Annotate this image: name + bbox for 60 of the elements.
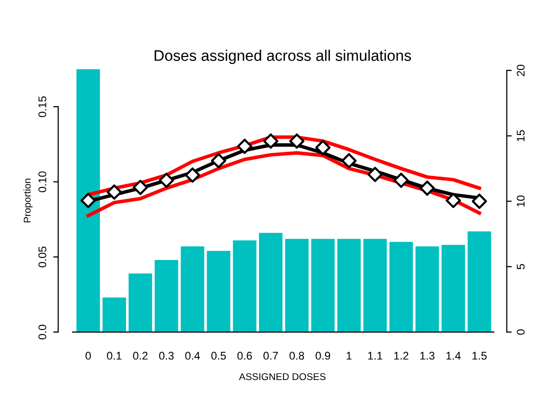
point [80,192,96,208]
point [106,184,122,200]
point [263,133,278,149]
y-tick-label: 0.15 [38,96,46,118]
bar [102,298,126,332]
x-tick-label: 0.4 [185,352,200,360]
y2-tick-label: 10 [516,196,525,207]
y2-tick-label: 0 [516,329,525,335]
y-tick-label: 0.10 [38,171,46,192]
x-tick-label: 1.5 [472,352,487,360]
bar [337,238,361,332]
point [237,138,252,154]
bar [76,69,100,332]
x-tick-label: 0.3 [159,352,174,360]
y-tick-label: 0.0 [38,324,46,340]
x-tick-label: 1.3 [420,352,434,360]
point [472,194,488,209]
point [184,167,200,183]
point [420,180,435,196]
chart-title: Doses assigned across all simulations [154,50,412,64]
x-tick-label: 1 [346,352,352,360]
x-tick-label: 0.5 [211,352,226,360]
point [158,172,174,188]
bar [363,238,387,332]
y2-tick-label: 5 [516,264,525,270]
point [341,153,357,168]
bar [468,231,492,332]
bar [389,242,413,332]
point [315,140,331,156]
y2-tick-label: 15 [516,130,525,142]
bar [415,246,439,332]
point [367,166,383,182]
bar [285,238,309,332]
point [446,192,461,208]
bar [128,273,152,332]
x-tick-label: 1.2 [394,352,408,360]
point [132,180,148,196]
x-tick-label: 1.4 [446,352,461,360]
bar [232,240,256,332]
bar [180,246,204,332]
x-tick-label: 0.6 [237,352,252,360]
x-tick-label: 0.8 [290,352,304,360]
x-tick-label: 0.2 [133,352,148,360]
bar [206,250,230,332]
point [394,172,409,188]
x-tick-label: 0.1 [106,352,122,360]
x-tick-label: 1.1 [368,352,382,360]
x-tick-label: 0.7 [263,352,278,360]
bar [154,260,178,332]
y-tick-label: 0.05 [38,246,46,268]
point [289,133,304,149]
x-tick-label: 0.9 [316,352,330,360]
bar [259,232,282,332]
bar [311,238,335,332]
bar [442,244,466,332]
x-tick-label: 0 [86,352,91,360]
x-axis-title: ASSIGNED DOSES [239,373,326,380]
point [210,153,226,168]
y-axis-title: Proportion [24,178,33,222]
y2-tick-label: 20 [516,64,525,76]
